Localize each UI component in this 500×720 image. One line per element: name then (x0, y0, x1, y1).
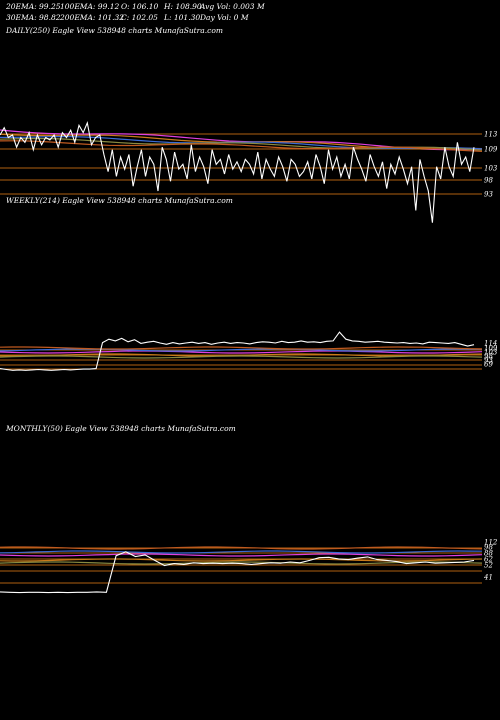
panel-title: DAILY(250) Eagle View 538948 charts Muna… (5, 26, 223, 35)
panel-1: WEEKLY(214) Eagle View 538948 charts Mun… (0, 196, 498, 371)
y-tick-label: 103 (484, 165, 498, 173)
price-line (0, 331, 475, 371)
y-tick-label: 93 (484, 191, 493, 199)
header-ema20: 20EMA: 99.25 (6, 2, 61, 11)
moving-average-line (0, 553, 483, 557)
header-ema30: 30EMA: 98.82 (6, 13, 61, 22)
y-tick-label: 62 (484, 556, 493, 564)
panel-2: MONTHLY(50) Eagle View 538948 charts Mun… (0, 424, 498, 594)
y-tick-label: 113 (484, 131, 498, 139)
header-ema100: 100EMA: 99.12 (60, 2, 120, 11)
panel-title: MONTHLY(50) Eagle View 538948 charts Mun… (5, 424, 236, 433)
y-tick-label: 109 (484, 345, 498, 353)
price-line (0, 551, 475, 594)
header-open: O: 106.10 (121, 2, 159, 11)
y-tick-label: 69 (484, 361, 493, 369)
y-tick-label: 41 (483, 574, 493, 582)
y-tick-label: 112 (484, 539, 498, 547)
moving-average-line (0, 550, 483, 554)
price-line (0, 121, 475, 223)
header-close: C: 102.05 (121, 13, 158, 22)
y-tick-label: 52 (484, 562, 493, 570)
y-tick-label: 98 (484, 177, 493, 185)
header-ema200: 200EMA: 101.32 (60, 13, 125, 22)
y-tick-label: 98 (484, 544, 493, 552)
moving-average-line (0, 350, 483, 354)
y-tick-label: 88 (484, 550, 493, 558)
panel-title: WEEKLY(214) Eagle View 538948 charts Mun… (6, 196, 233, 205)
header-low: L: 101.30 (164, 13, 201, 22)
moving-average-line (0, 135, 483, 150)
y-tick-label: 98 (484, 353, 493, 361)
header-high: H: 108.90 (164, 2, 202, 11)
y-tick-label: 93 (484, 357, 493, 365)
moving-average-line (0, 346, 483, 350)
panel-0: DAILY(250) Eagle View 538948 charts Muna… (0, 26, 498, 223)
y-tick-label: 109 (484, 146, 498, 154)
moving-average-line (0, 348, 483, 352)
y-tick-label: 103 (484, 349, 498, 357)
moving-average-line (0, 558, 483, 562)
y-tick-label: 114 (484, 340, 497, 348)
moving-average-line (0, 355, 483, 359)
header-avg-vol: Avg Vol: 0.003 M (200, 2, 265, 11)
header-day-vol: Day Vol: 0 M (200, 13, 249, 22)
moving-average-line (0, 546, 483, 550)
moving-average-line (0, 140, 483, 152)
